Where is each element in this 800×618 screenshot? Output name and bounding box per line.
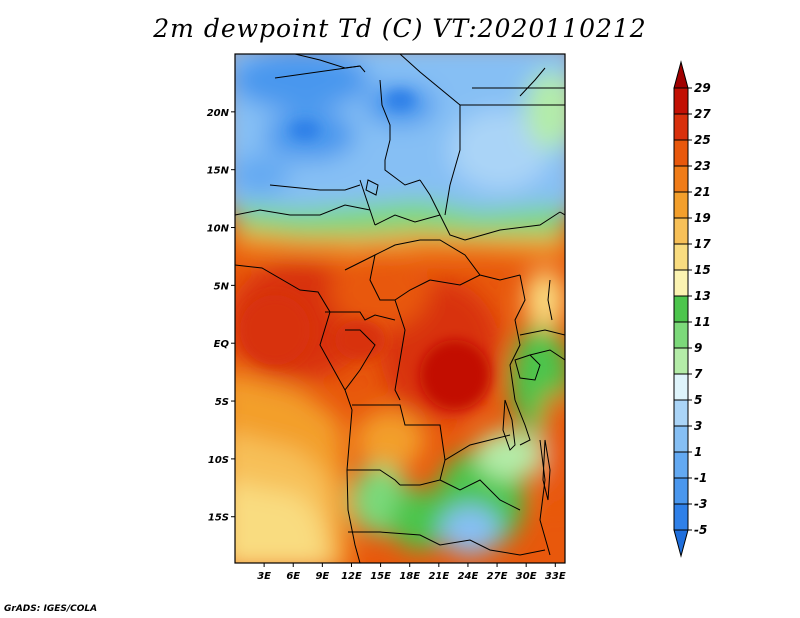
- dewpoint-field: [235, 54, 565, 563]
- colorbar-bin: [673, 191, 689, 219]
- colorbar-bin: [673, 373, 689, 401]
- colorbar-label: 23: [694, 159, 711, 173]
- lat-tick-label: 10N: [207, 224, 230, 235]
- colorbar-label: -1: [694, 471, 707, 485]
- border: [559, 211, 565, 216]
- lon-tick-label: 3E: [257, 571, 271, 582]
- colorbar-label: 25: [694, 133, 711, 147]
- lake-tanganyika: [502, 399, 516, 451]
- border: [444, 184, 451, 216]
- border: [352, 404, 511, 461]
- border: [344, 329, 376, 391]
- border: [369, 254, 431, 301]
- colorbar-bin: [673, 165, 689, 193]
- colorbar-bin: [673, 113, 689, 141]
- border: [464, 211, 561, 241]
- colorbar-bin: [673, 243, 689, 271]
- colorbar-bin: [673, 321, 689, 349]
- border: [514, 399, 531, 446]
- lat-tick-label: 5N: [214, 281, 230, 292]
- border: [439, 479, 521, 511]
- colorbar-bin: [673, 503, 689, 531]
- map-frame: [234, 53, 566, 564]
- colorbar-label: 27: [694, 107, 711, 121]
- lon-tick-label: 30E: [516, 571, 537, 582]
- colorbar-bin: [673, 60, 689, 89]
- colorbar-label: -5: [694, 523, 707, 537]
- lon-tick-label: 27E: [487, 571, 508, 582]
- colorbar-bin: [673, 295, 689, 323]
- colorbar-label: 17: [694, 237, 711, 251]
- border: [379, 79, 421, 186]
- colorbar-bin: [673, 217, 689, 245]
- border: [519, 329, 565, 336]
- lon-tick-label: 18E: [399, 571, 420, 582]
- colorbar-bin: [673, 399, 689, 427]
- river-nile: [519, 67, 546, 97]
- lon-tick-label: 21E: [428, 571, 449, 582]
- border: [429, 274, 481, 286]
- colorbar-bin: [673, 477, 689, 505]
- colorbar-label: 21: [694, 185, 711, 199]
- axis-ticks: 3E 6E 9E 12E 15E 18E 21E 24E 27E 30E 33E 20N 15N 10N 5…: [207, 108, 566, 582]
- border: [400, 459, 446, 486]
- colorbar-bin: [673, 269, 689, 297]
- border: [344, 239, 521, 281]
- lat-tick-label: 10S: [208, 455, 229, 466]
- colorbar-bin: [673, 87, 689, 115]
- lat-tick-label: 15N: [207, 166, 230, 177]
- colorbar-bin: [673, 451, 689, 479]
- country-borders: [235, 54, 565, 563]
- colorbar-label: 15: [694, 263, 711, 277]
- colorbar-bin: [673, 425, 689, 453]
- lake-malawi: [542, 439, 551, 501]
- lon-tick-label: 15E: [370, 571, 391, 582]
- colorbar-label: -3: [694, 497, 707, 511]
- colorbar-label: 13: [694, 289, 711, 303]
- border: [374, 214, 441, 226]
- lat-tick-label: 15S: [208, 513, 229, 524]
- colorbar-label: 7: [694, 367, 703, 381]
- lake-victoria: [514, 354, 541, 381]
- lat-tick-label: 20N: [207, 108, 230, 119]
- colorbar-bin: [673, 529, 689, 558]
- lon-tick-label: 9E: [315, 571, 329, 582]
- border: [235, 204, 371, 216]
- border: [547, 279, 553, 321]
- colorbar-label: 3: [694, 419, 702, 433]
- grads-credit: GrADS: IGES/COLA: [4, 604, 98, 614]
- border: [347, 469, 401, 486]
- border: [325, 311, 396, 321]
- border: [539, 439, 551, 556]
- border: [394, 299, 406, 401]
- lon-tick-label: 33E: [545, 571, 566, 582]
- colorbar-label: 5: [694, 393, 702, 407]
- border: [529, 349, 565, 361]
- colorbar-label: 9: [694, 341, 702, 355]
- lon-tick-label: 12E: [341, 571, 362, 582]
- colorbar-bin: [673, 139, 689, 167]
- lake-chad: [365, 179, 379, 196]
- colorbar-label: 1: [694, 445, 702, 459]
- lat-tick-label: 5S: [215, 397, 229, 408]
- border: [509, 274, 526, 401]
- border: [269, 184, 361, 191]
- colorbar-label: 19: [694, 211, 711, 225]
- chart-title: 2m dewpoint Td (C) VT:2020110212: [153, 14, 647, 43]
- lon-tick-label: 6E: [286, 571, 300, 582]
- border: [294, 54, 361, 69]
- colorbar-label: 29: [694, 81, 711, 95]
- colorbar-bin: [673, 347, 689, 375]
- lat-tick-label: EQ: [214, 339, 230, 350]
- coastline: [235, 264, 361, 563]
- colorbar-label: 11: [694, 315, 711, 329]
- lon-tick-label: 24E: [458, 571, 479, 582]
- border: [348, 531, 546, 556]
